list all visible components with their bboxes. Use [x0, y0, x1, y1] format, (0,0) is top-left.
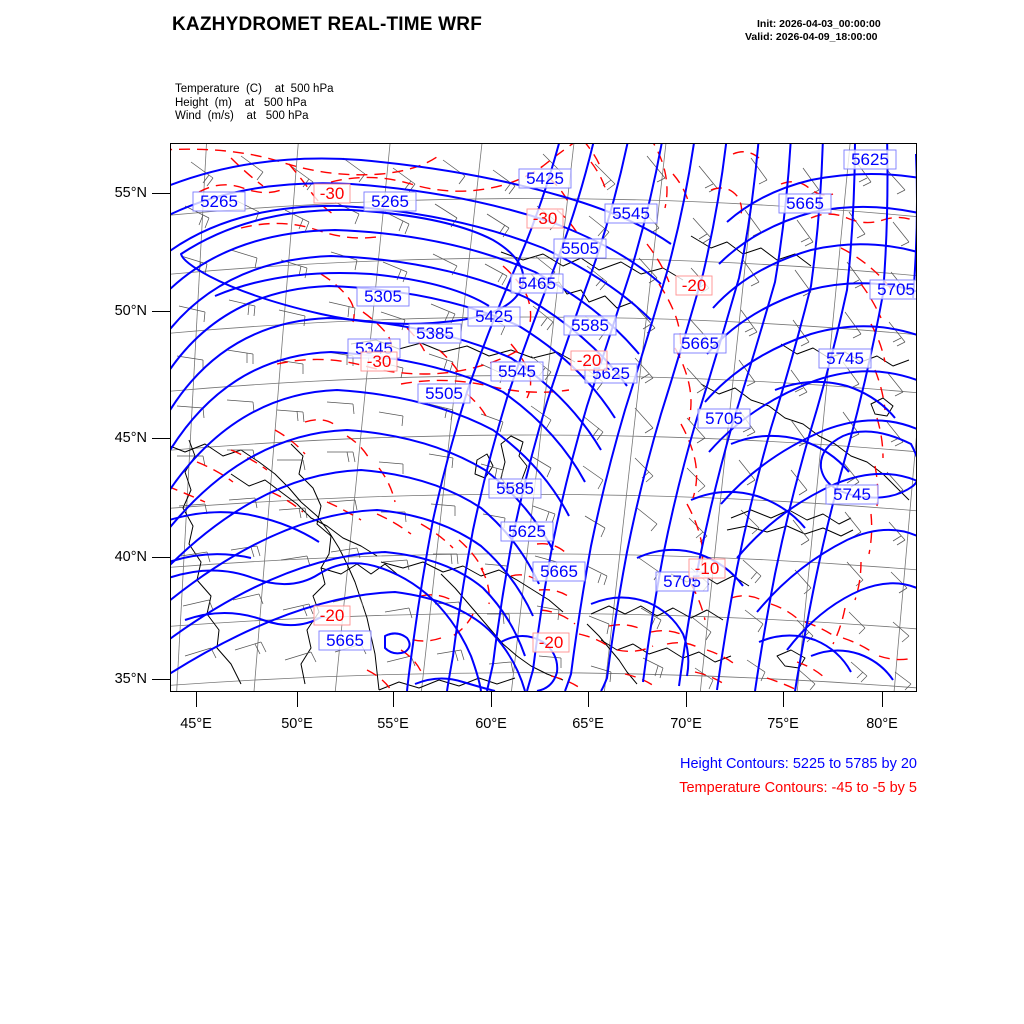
svg-text:5705: 5705	[705, 409, 743, 428]
svg-text:-30: -30	[367, 352, 392, 371]
lon-tick-75	[783, 692, 784, 707]
lat-label-50: 50°N	[114, 303, 147, 319]
svg-text:5545: 5545	[612, 204, 650, 223]
height-contour-labels: 5265 5265 5305 5345 5385 5425 5425 5465 …	[192, 149, 916, 651]
temperature-contour-legend: Temperature Contours: -45 to -5 by 5	[679, 780, 917, 796]
svg-text:5305: 5305	[364, 287, 402, 306]
contour-legend: Height Contours: 5225 to 5785 by 20 Temp…	[679, 752, 917, 800]
svg-text:5385: 5385	[416, 324, 454, 343]
lon-label-45: 45°E	[180, 716, 212, 732]
lon-tick-65	[588, 692, 589, 707]
lon-tick-45	[196, 692, 197, 707]
lat-label-45: 45°N	[114, 430, 147, 446]
lon-tick-55	[393, 692, 394, 707]
map-plot-area: 5265 5265 5305 5345 5385 5425 5425 5465 …	[170, 143, 917, 692]
svg-text:-20: -20	[682, 276, 707, 295]
svg-text:5745: 5745	[833, 485, 871, 504]
field-temperature-line: Temperature (C) at 500 hPa	[175, 83, 334, 95]
temperature-contour-labels: -30 -30 -30 -20 -20 -20 -20 -10	[313, 183, 726, 653]
lon-label-70: 70°E	[670, 716, 702, 732]
page-title: KAZHYDROMET REAL-TIME WRF	[172, 14, 483, 35]
field-description-block: Temperature (C) at 500 hPa Height (m) at…	[175, 83, 334, 124]
svg-text:5665: 5665	[681, 334, 719, 353]
svg-text:5265: 5265	[200, 192, 238, 211]
svg-text:5745: 5745	[826, 349, 864, 368]
lat-tick-45	[152, 438, 170, 439]
svg-text:5425: 5425	[475, 307, 513, 326]
svg-text:-30: -30	[533, 209, 558, 228]
init-time: Init: 2026-04-03_00:00:00	[757, 18, 881, 30]
svg-text:-20: -20	[539, 633, 564, 652]
field-height-line: Height (m) at 500 hPa	[175, 96, 307, 109]
lon-label-55: 55°E	[377, 716, 409, 732]
lon-tick-80	[882, 692, 883, 707]
lon-tick-60	[491, 692, 492, 707]
svg-text:5265: 5265	[371, 192, 409, 211]
svg-text:5625: 5625	[851, 150, 889, 169]
svg-text:-10: -10	[695, 559, 720, 578]
lat-tick-40	[152, 557, 170, 558]
svg-text:5505: 5505	[425, 384, 463, 403]
svg-text:5665: 5665	[786, 194, 824, 213]
lat-tick-35	[152, 679, 170, 680]
svg-text:5585: 5585	[571, 316, 609, 335]
lon-label-50: 50°E	[281, 716, 313, 732]
svg-text:-20: -20	[320, 606, 345, 625]
svg-text:5465: 5465	[518, 274, 556, 293]
lat-tick-50	[152, 311, 170, 312]
model-run-info: Init: 2026-04-03_00:00:00 Valid: 2026-04…	[745, 18, 881, 44]
lon-label-75: 75°E	[767, 716, 799, 732]
lat-label-55: 55°N	[114, 185, 147, 201]
lat-label-40: 40°N	[114, 549, 147, 565]
lon-tick-70	[686, 692, 687, 707]
height-contour-legend: Height Contours: 5225 to 5785 by 20	[680, 756, 917, 772]
field-wind-line: Wind (m/s) at 500 hPa	[175, 110, 309, 122]
lon-label-60: 60°E	[475, 716, 507, 732]
lon-tick-50	[297, 692, 298, 707]
svg-text:5545: 5545	[498, 362, 536, 381]
svg-text:5665: 5665	[326, 631, 364, 650]
svg-text:5625: 5625	[508, 522, 546, 541]
lat-tick-55	[152, 193, 170, 194]
lat-label-35: 35°N	[114, 671, 147, 687]
valid-time: Valid: 2026-04-09_18:00:00	[745, 31, 878, 43]
svg-text:-20: -20	[577, 351, 602, 370]
svg-text:5705: 5705	[877, 280, 915, 299]
svg-text:5425: 5425	[526, 169, 564, 188]
svg-text:5505: 5505	[561, 239, 599, 258]
svg-text:5585: 5585	[496, 479, 534, 498]
svg-text:5665: 5665	[540, 562, 578, 581]
lon-label-80: 80°E	[866, 716, 898, 732]
map-svg: 5265 5265 5305 5345 5385 5425 5425 5465 …	[171, 144, 916, 691]
lon-label-65: 65°E	[572, 716, 604, 732]
svg-text:-30: -30	[320, 184, 345, 203]
